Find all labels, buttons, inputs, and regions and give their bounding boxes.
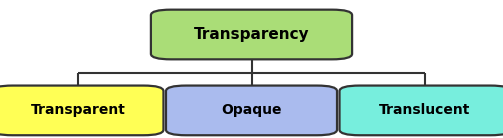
- FancyBboxPatch shape: [151, 10, 352, 59]
- FancyBboxPatch shape: [166, 86, 337, 135]
- Text: Transparency: Transparency: [194, 27, 309, 42]
- Text: Transparent: Transparent: [31, 103, 125, 117]
- FancyBboxPatch shape: [0, 86, 163, 135]
- FancyBboxPatch shape: [340, 86, 503, 135]
- Text: Translucent: Translucent: [379, 103, 471, 117]
- Text: Opaque: Opaque: [221, 103, 282, 117]
